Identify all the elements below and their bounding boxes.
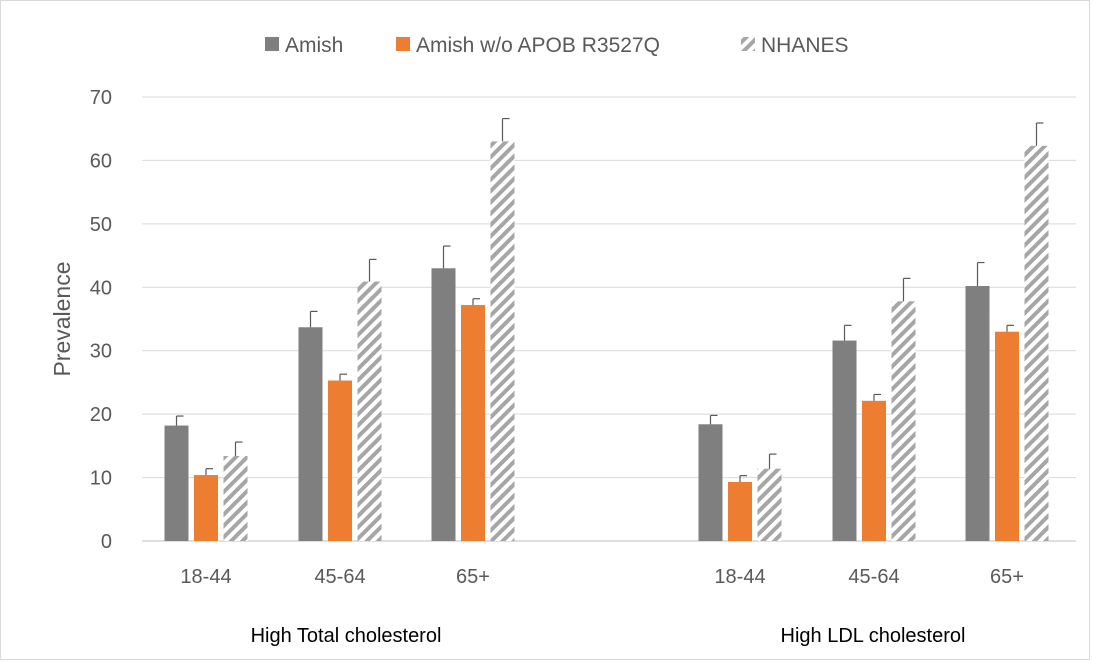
labels: 0 10 20 30 40 50 60 70 Prevalence 18-44 45-64 65+ Hi… [49,87,1024,647]
bar-amish-w-o-apob-r3527q [995,331,1019,541]
bar-nhanes [891,301,916,541]
y-tick-label: 0 [101,531,112,553]
bar-amish-w-o-apob-r3527q [194,475,218,541]
y-tick-label: 10 [90,468,112,490]
legend-swatch [265,37,279,51]
bar-amish-w-o-apob-r3527q [728,482,752,541]
y-tick-label: 50 [90,214,112,236]
y-tick-label: 30 [90,341,112,363]
bars [164,117,1049,541]
legend-swatch [741,37,755,51]
bar-amish [698,424,723,541]
group-title: High LDL cholesterol [781,625,966,647]
y-tick-label: 40 [90,277,112,299]
x-tick-label: 65+ [990,566,1024,588]
legend-swatch [396,37,410,51]
gridlines [142,96,1076,542]
y-tick-label: 70 [90,87,112,109]
bar-nhanes [490,141,515,541]
bar-amish-w-o-apob-r3527q [461,305,485,541]
bar-amish [965,286,990,541]
x-tick-label: 45-64 [314,566,365,588]
bar-amish [164,425,189,541]
x-tick-label: 18-44 [714,566,765,588]
bar-amish-w-o-apob-r3527q [862,400,886,541]
bar-amish [431,268,456,541]
y-axis-title: Prevalence [49,261,75,376]
bar-amish-w-o-apob-r3527q [328,380,352,541]
bar-nhanes [223,456,248,541]
legend-label: NHANES [761,34,849,57]
bar-amish [298,327,323,541]
bar-amish [832,340,857,541]
x-tick-label: 65+ [456,566,490,588]
x-tick-label: 18-44 [180,566,231,588]
legend-label: Amish [285,34,343,57]
bar-nhanes [357,281,382,541]
x-tick-label: 45-64 [848,566,899,588]
bar-nhanes [1024,145,1049,541]
y-tick-label: 20 [90,404,112,426]
y-tick-label: 60 [90,150,112,172]
group-title: High Total cholesterol [251,625,442,647]
legend: Amish Amish w/o APOB R3527Q NHANES [265,34,849,57]
legend-label: Amish w/o APOB R3527Q [416,34,660,57]
bar-nhanes [757,468,782,541]
